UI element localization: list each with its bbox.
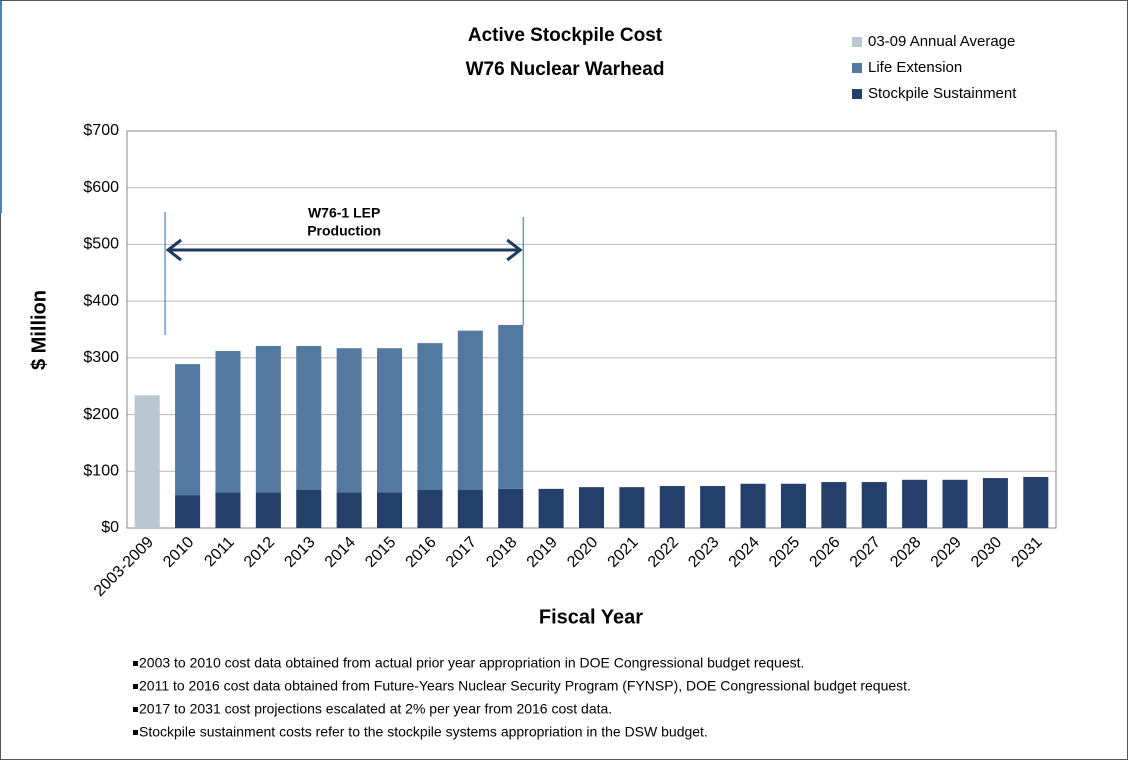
bar-segment [417,343,443,491]
note-bullet [133,707,138,712]
note-bullet [133,730,138,735]
bar-segment [255,492,281,528]
note: 2017 to 2031 cost projections escalated … [139,701,612,717]
bar-segment [377,348,403,493]
bar-segment [255,345,281,493]
y-tick-label: $100 [83,463,119,480]
y-axis-label: $ Million [28,290,50,370]
legend-label: Stockpile Sustainment [868,85,1017,102]
bar-segment [336,348,362,493]
bar-segment [538,488,564,528]
bar-segment [902,479,928,528]
y-tick-label: $400 [83,292,119,309]
bar-segment [861,482,887,528]
legend-label: Life Extension [868,59,962,76]
bar-segment [457,330,483,491]
legend-swatch [852,37,862,47]
note-bullet [133,661,138,666]
y-tick-label: $300 [83,349,119,366]
legend-label: 03-09 Annual Average [868,33,1015,50]
bar-segment [700,486,726,528]
note-bullet [133,684,138,689]
legend-swatch [852,63,862,73]
legend-swatch [852,89,862,99]
y-tick-label: $700 [83,122,119,139]
note: 2011 to 2016 cost data obtained from Fut… [139,678,911,694]
bar-segment [175,495,201,528]
annotation: W76-1 LEP [308,205,380,221]
x-axis-label: Fiscal Year [539,606,643,628]
note: Stockpile sustainment costs refer to the… [139,724,708,740]
bar-segment [821,482,847,528]
bar-segment [296,345,322,491]
bar-segment [215,492,241,528]
bar-segment [377,492,403,528]
bar-segment [134,395,160,528]
bar-segment [578,487,605,528]
bar-segment [457,490,483,528]
note: 2003 to 2010 cost data obtained from act… [139,655,804,671]
bar-segment [175,364,201,496]
bar-segment [498,324,524,489]
bar-segment [296,490,322,528]
chart-subtitle: W76 Nuclear Warhead [466,59,665,80]
chart-title: Active Stockpile Cost [468,25,663,46]
bar-segment [1023,476,1049,528]
bar-segment [619,487,645,528]
bar-segment [780,483,806,528]
bar-segment [659,486,685,528]
bar-segment [740,483,766,528]
y-tick-label: $200 [83,406,119,423]
y-tick-label: $500 [83,236,119,253]
bar-segment [982,478,1008,528]
y-tick-label: $0 [101,519,119,536]
bar-segment [417,490,443,528]
bar-segment [215,351,241,493]
bar-segment [942,479,968,528]
bar-segment [336,492,362,528]
annotation: Production [307,223,381,239]
arrow-head [165,238,182,262]
y-tick-label: $600 [83,179,119,196]
arrow-head [506,238,523,262]
bar-segment [498,488,524,528]
